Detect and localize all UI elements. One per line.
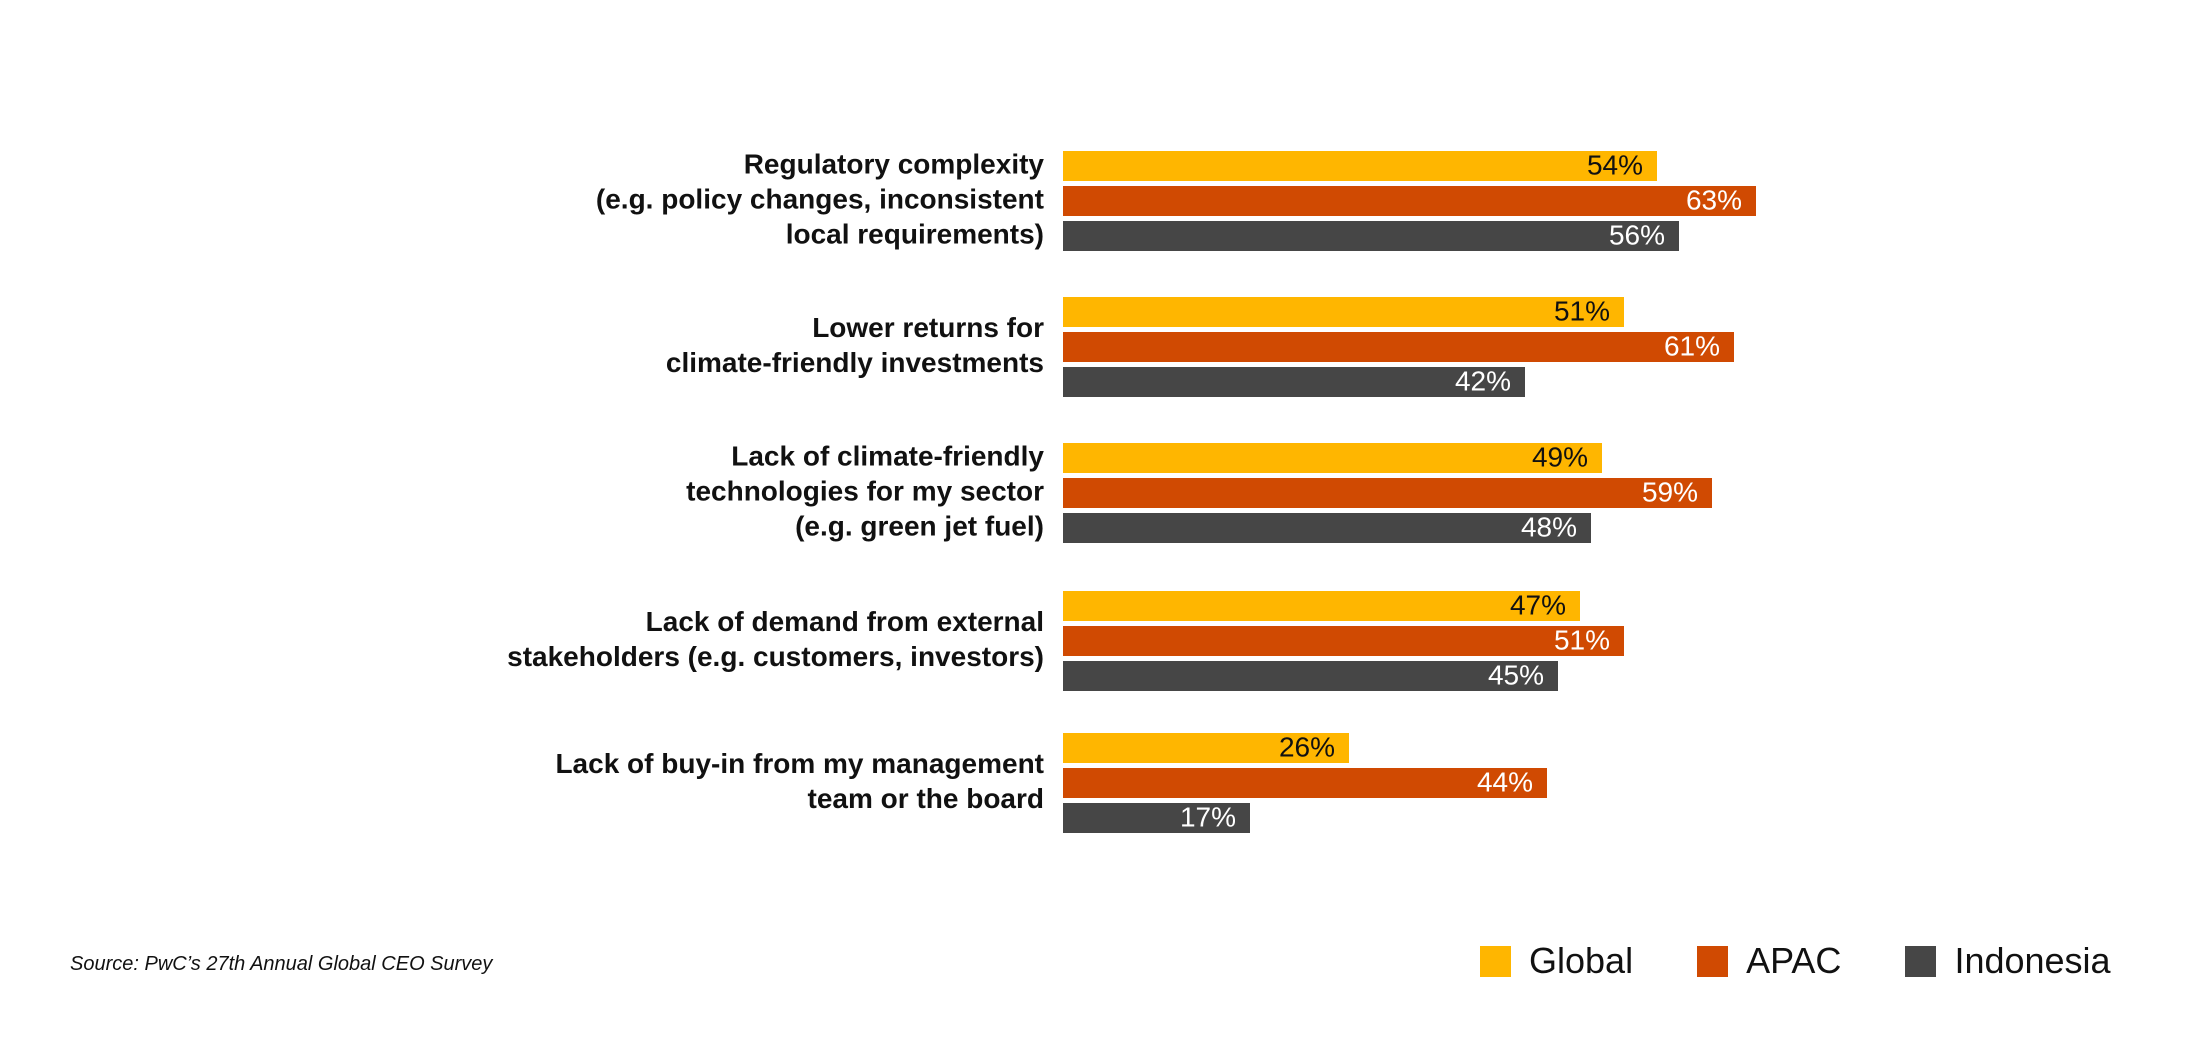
legend-item-indonesia: Indonesia bbox=[1905, 940, 2111, 982]
legend-label-indonesia: Indonesia bbox=[1954, 940, 2111, 981]
bar-apac-1 bbox=[1063, 186, 1756, 216]
bar-indonesia-2 bbox=[1063, 367, 1525, 397]
data-label-indonesia-4: 45% bbox=[1488, 659, 1544, 690]
bar-apac-2 bbox=[1063, 332, 1734, 362]
category-label-1-line-3: local requirements) bbox=[786, 218, 1044, 249]
legend-label-global: Global bbox=[1529, 940, 1634, 981]
bar-apac-3 bbox=[1063, 478, 1712, 508]
bar-indonesia-3 bbox=[1063, 513, 1591, 543]
legend-label-apac: APAC bbox=[1746, 940, 1842, 981]
category-label-4-line-1: Lack of demand from external bbox=[646, 606, 1044, 637]
category-label-1-line-2: (e.g. policy changes, inconsistent bbox=[596, 183, 1044, 214]
bar-indonesia-4 bbox=[1063, 661, 1558, 691]
legend: Global APAC Indonesia bbox=[1480, 940, 2111, 982]
category-label-3-line-3: (e.g. green jet fuel) bbox=[795, 510, 1044, 541]
bar-global-3 bbox=[1063, 443, 1602, 473]
source-note: Source: PwC’s 27th Annual Global CEO Sur… bbox=[70, 953, 493, 975]
data-label-indonesia-2: 42% bbox=[1455, 365, 1511, 396]
data-label-indonesia-3: 48% bbox=[1521, 511, 1577, 542]
data-label-global-4: 47% bbox=[1510, 589, 1566, 620]
data-label-apac-1: 63% bbox=[1686, 184, 1742, 215]
category-label-5-line-1: Lack of buy-in from my management bbox=[555, 748, 1044, 779]
data-label-apac-4: 51% bbox=[1554, 624, 1610, 655]
data-label-indonesia-1: 56% bbox=[1609, 219, 1665, 250]
legend-swatch-global bbox=[1480, 945, 1511, 977]
bar-indonesia-5 bbox=[1063, 803, 1250, 833]
category-label-4-line-2: stakeholders (e.g. customers, investors) bbox=[507, 641, 1044, 672]
data-label-global-5: 26% bbox=[1279, 731, 1335, 762]
category-label-1-line-1: Regulatory complexity bbox=[744, 148, 1045, 179]
category-label-3-line-2: technologies for my sector bbox=[686, 475, 1044, 506]
bar-indonesia-1 bbox=[1063, 221, 1679, 251]
bar-apac-4 bbox=[1063, 626, 1624, 656]
bar-global-4 bbox=[1063, 591, 1580, 621]
legend-item-apac: APAC bbox=[1697, 940, 1841, 982]
category-label-2-line-1: Lower returns for bbox=[812, 312, 1044, 343]
legend-swatch-indonesia bbox=[1905, 945, 1937, 977]
legend-swatch-apac bbox=[1697, 945, 1729, 977]
data-label-apac-2: 61% bbox=[1664, 330, 1720, 361]
category-label-3-line-1: Lack of climate-friendly bbox=[731, 440, 1044, 471]
data-label-global-2: 51% bbox=[1554, 295, 1610, 326]
category-label-2-line-2: climate-friendly investments bbox=[666, 347, 1044, 378]
bar-global-1 bbox=[1063, 151, 1657, 181]
category-label-5-line-2: team or the board bbox=[808, 783, 1044, 814]
data-label-global-3: 49% bbox=[1532, 441, 1588, 472]
bar-global-2 bbox=[1063, 297, 1624, 327]
data-label-apac-3: 59% bbox=[1642, 476, 1698, 507]
legend-item-global: Global bbox=[1480, 940, 1633, 982]
data-label-indonesia-5: 17% bbox=[1180, 801, 1236, 832]
bar-apac-5 bbox=[1063, 768, 1547, 798]
data-label-apac-5: 44% bbox=[1477, 766, 1533, 797]
data-label-global-1: 54% bbox=[1587, 149, 1643, 180]
bar-global-5 bbox=[1063, 733, 1349, 763]
